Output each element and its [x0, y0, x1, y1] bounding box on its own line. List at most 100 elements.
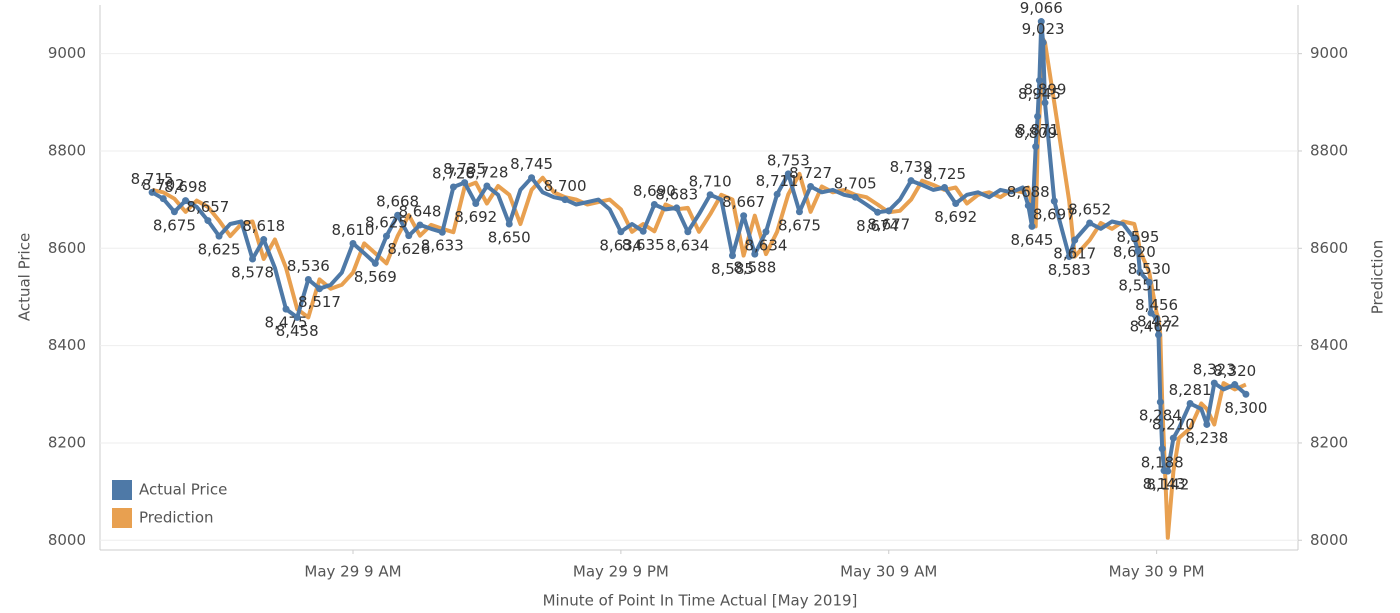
point — [740, 212, 748, 220]
data-label: 8,588 — [733, 259, 776, 277]
data-label: 8,648 — [398, 202, 441, 220]
data-label: 8,683 — [655, 185, 698, 203]
data-label: 8,899 — [1024, 80, 1067, 98]
data-label: 8,635 — [622, 236, 665, 254]
point — [1242, 390, 1250, 398]
point — [449, 183, 457, 191]
point — [784, 170, 792, 178]
point — [282, 305, 290, 313]
data-label: 8,320 — [1213, 362, 1256, 380]
point — [762, 228, 770, 236]
data-label: 8,634 — [744, 236, 787, 254]
point — [215, 232, 223, 240]
point — [505, 220, 513, 228]
point — [405, 232, 413, 240]
point — [617, 228, 625, 236]
legend-swatch — [112, 480, 132, 500]
point — [293, 313, 301, 321]
x-tick-label: May 30 9 PM — [1109, 563, 1205, 581]
data-label: 8,620 — [1113, 243, 1156, 261]
point — [371, 259, 379, 267]
legend-label: Prediction — [139, 509, 214, 527]
point — [874, 208, 882, 216]
point — [673, 204, 681, 212]
data-label: 8,697 — [1033, 206, 1076, 224]
data-label: 8,551 — [1118, 277, 1161, 295]
point — [1147, 309, 1155, 317]
data-label: 8,753 — [767, 151, 810, 169]
point — [1071, 236, 1079, 244]
point — [907, 177, 915, 185]
data-label: 8,517 — [298, 293, 341, 311]
point — [483, 182, 491, 190]
data-label: 8,745 — [510, 155, 553, 173]
legend-label: Actual Price — [139, 481, 227, 499]
data-label: 8,677 — [867, 215, 910, 233]
y-tick-label: 9000 — [48, 44, 86, 62]
data-label: 8,143 — [1143, 475, 1186, 493]
point — [170, 208, 178, 216]
point — [1034, 112, 1042, 120]
point — [1035, 76, 1043, 84]
point — [561, 196, 569, 204]
point — [316, 285, 324, 293]
point — [182, 197, 190, 205]
point — [1186, 400, 1194, 408]
data-label: 9,066 — [1020, 0, 1063, 17]
data-label: 8,652 — [1068, 201, 1111, 219]
data-label: 8,300 — [1224, 399, 1267, 417]
point — [1039, 38, 1047, 46]
point — [706, 191, 714, 199]
data-label: 8,645 — [1011, 231, 1054, 249]
data-label: 8,633 — [421, 237, 464, 255]
point — [394, 211, 402, 219]
data-label: 8,210 — [1152, 416, 1195, 434]
point — [1037, 18, 1045, 26]
data-label: 8,705 — [834, 175, 877, 193]
data-label: 8,698 — [164, 178, 207, 196]
data-label: 8,735 — [443, 160, 486, 178]
point — [304, 275, 312, 283]
point — [795, 208, 803, 216]
data-label: 8,809 — [1014, 124, 1057, 142]
data-label: 8,142 — [1146, 476, 1189, 494]
y-tick-label: 8200 — [48, 433, 86, 451]
data-label: 8,667 — [722, 193, 765, 211]
x-axis-title: Minute of Point In Time Actual [May 2019… — [543, 592, 858, 610]
data-label: 8,610 — [332, 221, 375, 239]
data-label: 8,583 — [1048, 261, 1091, 279]
point — [728, 252, 736, 260]
point — [1203, 420, 1211, 428]
point — [148, 188, 156, 196]
data-label: 8,578 — [231, 264, 274, 282]
point — [1136, 268, 1144, 276]
point — [650, 201, 658, 209]
point — [952, 200, 960, 208]
data-label: 8,467 — [1130, 318, 1173, 336]
data-label: 8,692 — [454, 208, 497, 226]
data-label: 8,668 — [376, 193, 419, 211]
data-label: 8,692 — [934, 208, 977, 226]
data-label: 8,422 — [1137, 312, 1180, 330]
data-label: 8,625 — [198, 241, 241, 259]
data-label: 8,715 — [131, 170, 174, 188]
data-label: 8,871 — [1016, 121, 1059, 139]
data-label: 8,536 — [287, 257, 330, 275]
point — [204, 217, 212, 225]
data-label: 8,675 — [153, 216, 196, 234]
data-label: 8,634 — [599, 236, 642, 254]
y-tick-label: 8400 — [48, 336, 86, 354]
data-label: 8,657 — [186, 198, 229, 216]
point — [941, 183, 949, 191]
point — [159, 195, 167, 203]
data-label: 8,284 — [1139, 407, 1182, 425]
data-label: 8,650 — [488, 228, 531, 246]
point — [1024, 201, 1032, 209]
point — [1153, 314, 1161, 322]
point — [1145, 278, 1153, 286]
point — [1156, 398, 1164, 406]
legend-swatch — [112, 508, 132, 528]
point — [1065, 253, 1073, 261]
point — [461, 179, 469, 187]
point — [639, 227, 647, 235]
